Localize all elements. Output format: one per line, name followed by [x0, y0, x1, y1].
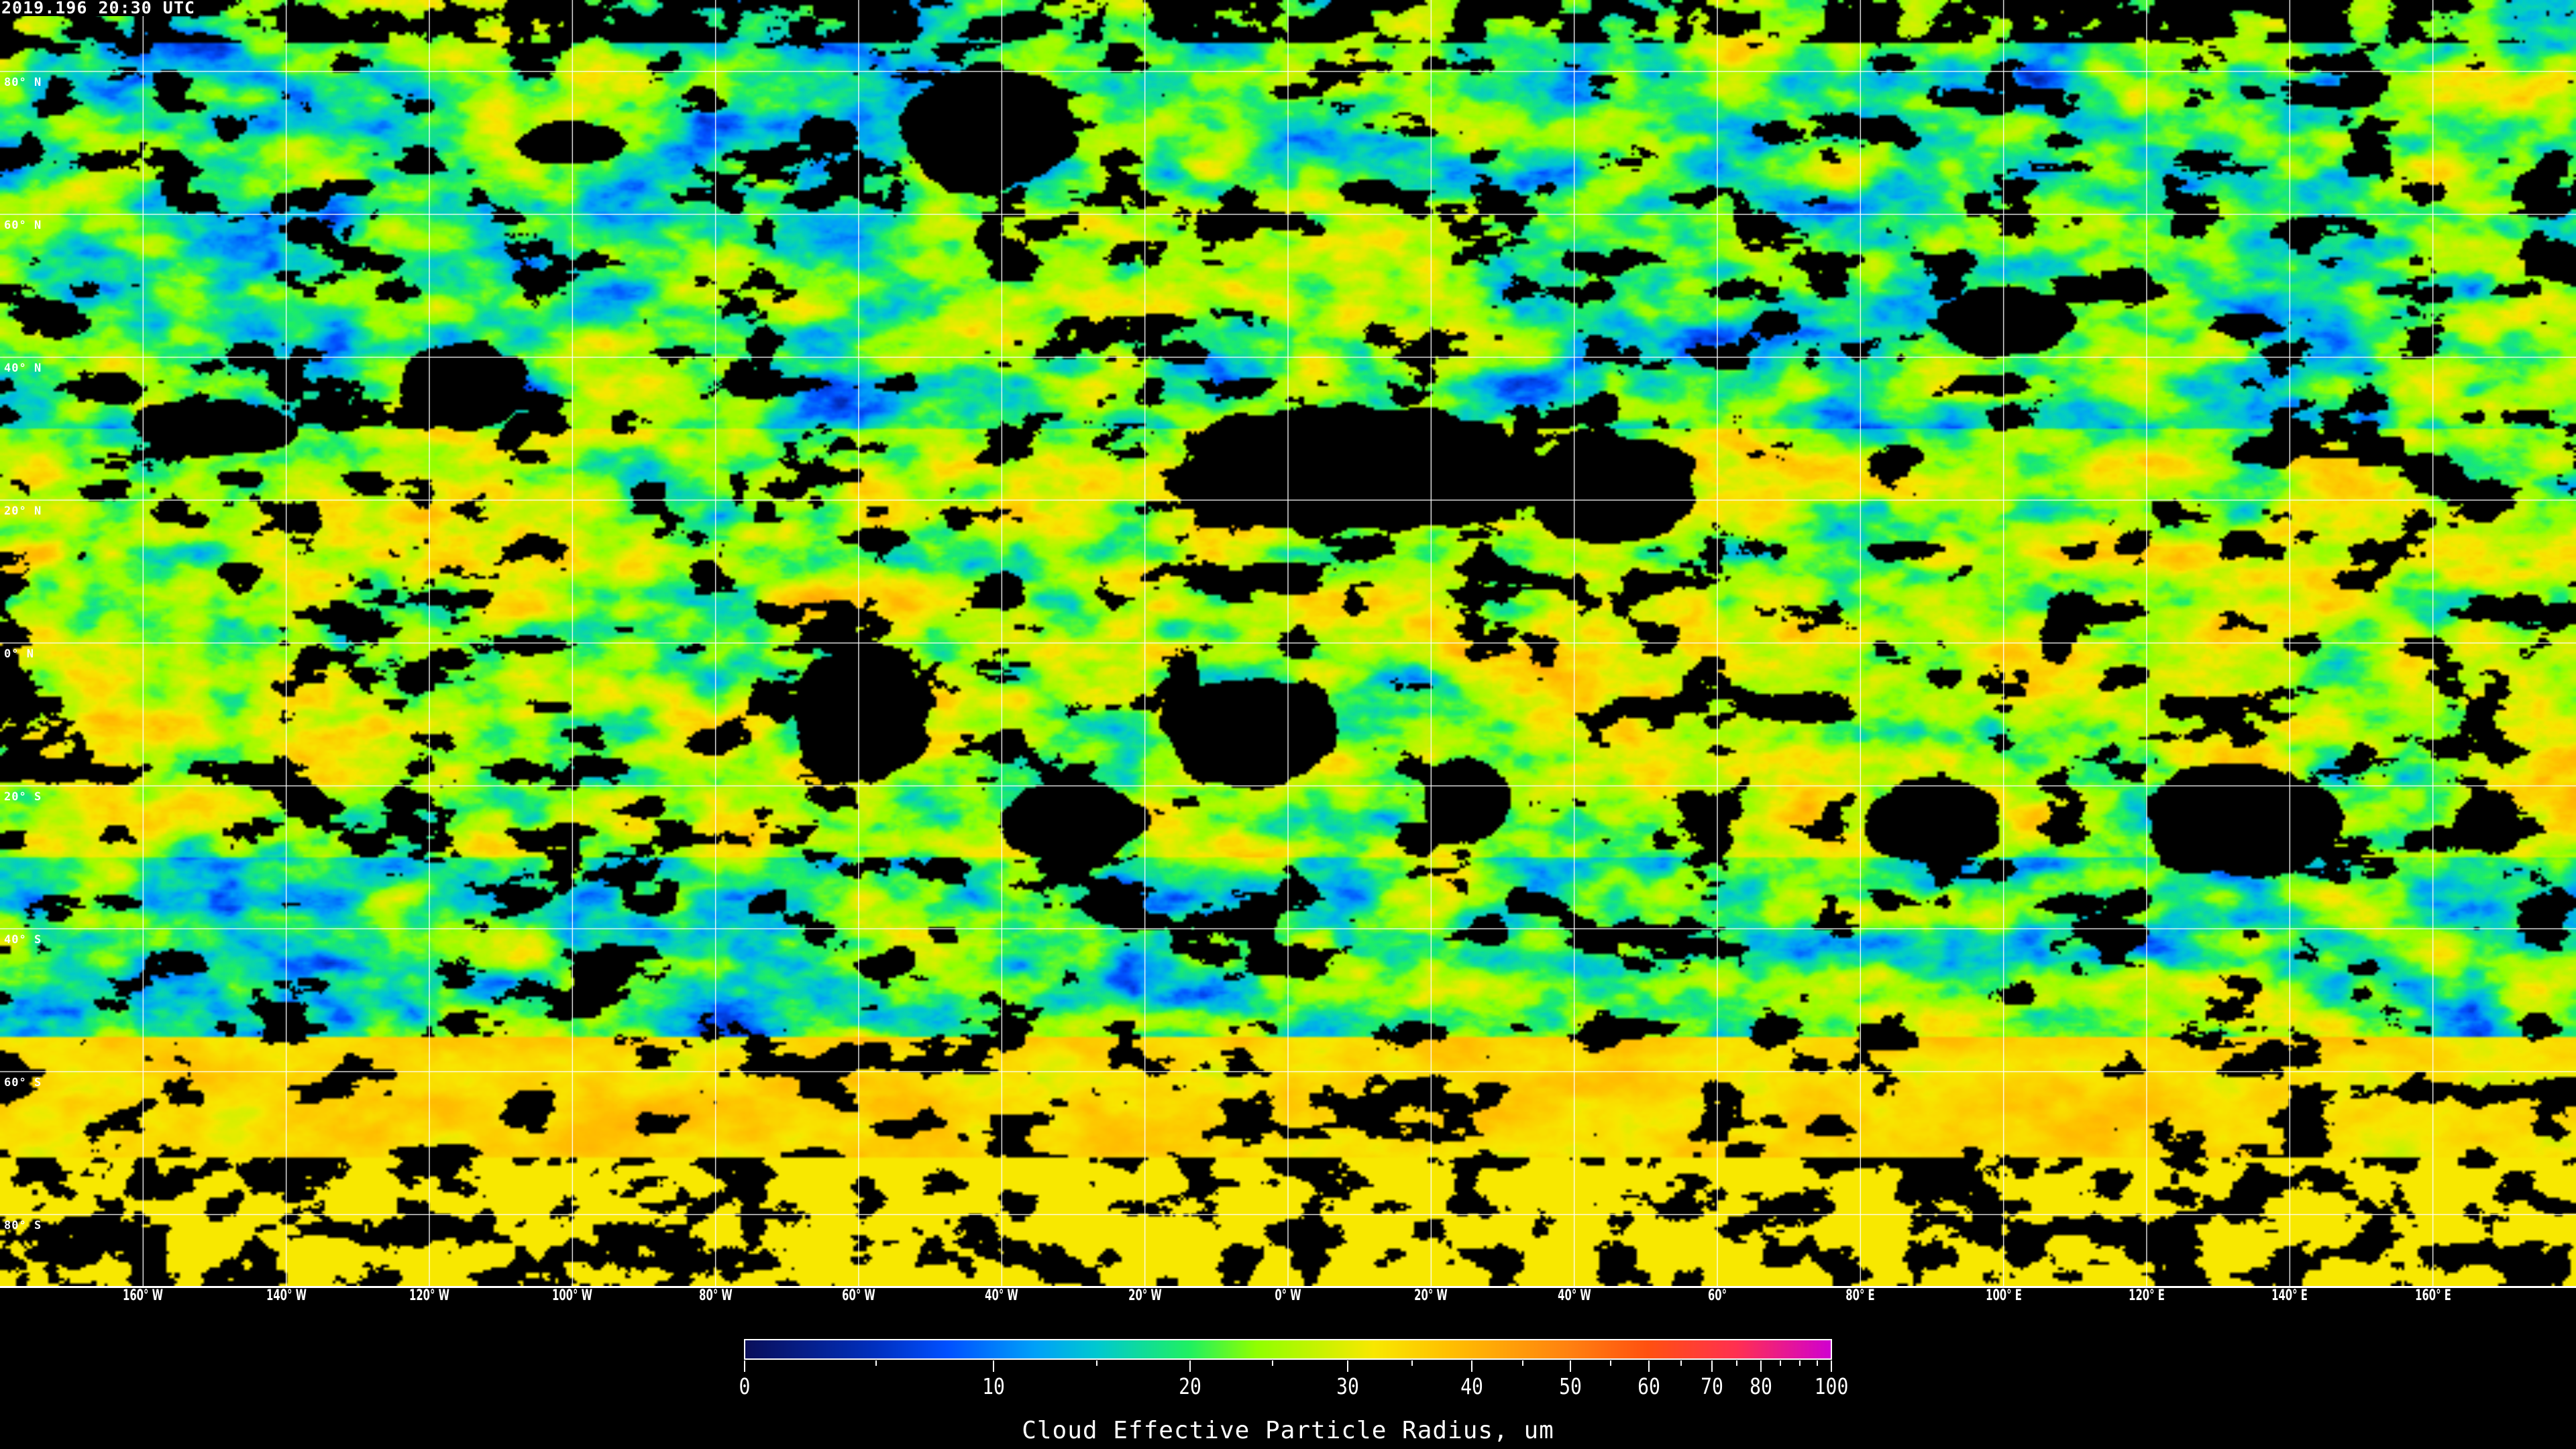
longitude-label: 80° E — [1845, 1287, 1876, 1304]
minor-tick — [1779, 1360, 1781, 1366]
major-tick — [1831, 1360, 1832, 1372]
major-tick — [1189, 1360, 1191, 1372]
longitude-label: 20° W — [1414, 1287, 1448, 1304]
longitude-label: 60° W — [842, 1287, 875, 1304]
colorbar — [744, 1339, 1832, 1360]
latitude-label: 80° S — [4, 1218, 42, 1232]
latitude-label: 20° N — [4, 504, 42, 518]
longitude-label: 60° — [1707, 1287, 1727, 1304]
longitude-label: 80° W — [698, 1287, 733, 1304]
tick-label: 100 — [1814, 1373, 1849, 1399]
lat-lon-grid — [0, 0, 2576, 1286]
tick-label: 70 — [1700, 1373, 1723, 1399]
longitude-label: 40° W — [985, 1287, 1019, 1304]
tick-label: 80 — [1749, 1373, 1772, 1399]
longitude-label: 0° W — [1275, 1287, 1301, 1304]
latitude-label: 60° N — [4, 218, 42, 232]
major-tick — [1648, 1360, 1650, 1372]
latitude-label: 0° N — [4, 647, 34, 661]
major-tick — [1347, 1360, 1349, 1372]
minor-tick — [1736, 1360, 1738, 1366]
cloud-particle-radius-map — [0, 0, 2576, 1286]
tick-label: 50 — [1559, 1373, 1582, 1399]
longitude-label: 120° W — [409, 1287, 449, 1304]
major-tick — [1760, 1360, 1762, 1372]
minor-tick — [1272, 1360, 1274, 1366]
latitude-label: 60° S — [4, 1075, 42, 1089]
minor-tick — [1095, 1360, 1097, 1366]
longitude-label: 20° W — [1128, 1287, 1162, 1304]
tick-label: 20 — [1179, 1373, 1202, 1399]
minor-tick — [1411, 1360, 1413, 1366]
tick-label: 60 — [1637, 1373, 1660, 1399]
colorbar-title: Cloud Effective Particle Radius, um — [1022, 1417, 1554, 1444]
minor-tick — [1680, 1360, 1682, 1366]
longitude-label: 120° E — [2129, 1287, 2165, 1304]
latitude-label: 20° S — [4, 790, 42, 804]
minor-tick — [1521, 1360, 1523, 1366]
latitude-label: 40° N — [4, 361, 42, 375]
major-tick — [1570, 1360, 1572, 1372]
tick-label: 40 — [1460, 1373, 1483, 1399]
latitude-label: 40° S — [4, 932, 42, 947]
minor-tick — [1799, 1360, 1801, 1366]
longitude-label: 140° E — [2271, 1287, 2308, 1304]
longitude-label: 100° E — [1985, 1287, 2022, 1304]
tick-label: 0 — [739, 1373, 751, 1399]
longitude-label: 160° W — [123, 1287, 164, 1304]
longitude-label: 40° W — [1557, 1287, 1591, 1304]
latitude-label: 80° N — [4, 75, 42, 89]
minor-tick — [1610, 1360, 1612, 1366]
major-tick — [1470, 1360, 1472, 1372]
map-border — [0, 1286, 2576, 1288]
timestamp: 2019.196 20:30 UTC — [1, 0, 199, 16]
major-tick — [1711, 1360, 1713, 1372]
major-tick — [744, 1360, 745, 1372]
colorbar-ticks: 0 10 20 30 40 50 60 70 80 100 — [739, 1360, 1848, 1401]
major-tick — [992, 1360, 994, 1372]
minor-tick — [875, 1360, 877, 1366]
tick-label: 10 — [982, 1373, 1005, 1399]
longitude-label: 100° W — [552, 1287, 593, 1304]
tick-label: 30 — [1336, 1373, 1359, 1399]
minor-tick — [1816, 1360, 1818, 1366]
longitude-label: 140° W — [266, 1287, 307, 1304]
longitude-label: 160° E — [2414, 1287, 2451, 1304]
